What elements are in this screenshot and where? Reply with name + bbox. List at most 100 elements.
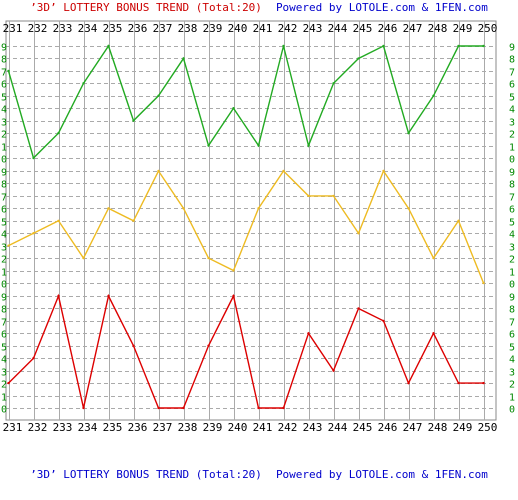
x-tick-label-bottom: 246: [378, 421, 398, 434]
series-2-point: [157, 169, 160, 173]
x-tick-label-bottom: 236: [128, 421, 148, 434]
series-3-point: [332, 369, 335, 372]
x-tick-label-top: 242: [278, 22, 298, 35]
tick-label-layer: 0 01 12 23 34 45 56 67 78 89 90 01 12 23 34 45 56 67 78 89 9…: [1, 22, 515, 434]
y-tick-label-right: 5: [509, 343, 515, 354]
x-tick-label-bottom: 231: [3, 421, 23, 434]
x-tick-label-top: 239: [203, 22, 223, 35]
series-3-point: [382, 319, 385, 323]
x-tick-label-top: 248: [428, 22, 448, 35]
y-tick-label-right: 1: [509, 143, 515, 154]
series-3-point: [357, 307, 360, 310]
series-1-point: [307, 144, 310, 147]
chart-title-top: ’3D’ LOTTERY BONUS TREND (Total:20) Power…: [30, 1, 488, 14]
series-3-point: [457, 381, 460, 385]
y-tick-label-right: 3: [509, 118, 515, 129]
y-tick-label-left: 1: [1, 143, 7, 154]
x-tick-label-bottom: 238: [178, 421, 198, 434]
y-tick-label-right: 7: [509, 318, 515, 329]
series-1-point: [182, 57, 185, 60]
y-tick-label-left: 2: [1, 380, 7, 391]
series-line-1: [7, 44, 484, 160]
y-tick-label-left: 3: [1, 118, 7, 129]
y-tick-label-right: 8: [509, 180, 515, 191]
x-tick-label-top: 250: [478, 22, 498, 35]
y-tick-label-right: 6: [509, 80, 515, 91]
y-tick-label-left: 0: [1, 155, 7, 166]
y-tick-label-right: 2: [509, 130, 515, 141]
series-2-point: [282, 169, 285, 173]
y-tick-label-right: 4: [509, 230, 515, 241]
y-tick-label-right: 0: [509, 405, 515, 416]
series-3-point: [182, 406, 185, 410]
x-tick-label-bottom: 243: [303, 421, 323, 434]
x-tick-label-bottom: 240: [228, 421, 248, 434]
series-2-point: [332, 194, 335, 198]
y-tick-label-left: 6: [1, 205, 7, 216]
y-tick-label-left: 4: [1, 230, 7, 241]
y-tick-label-left: 9: [1, 43, 7, 54]
x-tick-label-top: 237: [153, 22, 173, 35]
series-3-point: [57, 294, 60, 298]
x-tick-label-bottom: 232: [28, 421, 48, 434]
y-tick-label-right: 8: [509, 305, 515, 316]
series-1-point: [282, 44, 285, 48]
y-tick-label-left: 5: [1, 93, 7, 104]
y-tick-label-right: 6: [509, 205, 515, 216]
series-1-point: [407, 131, 410, 135]
y-tick-label-left: 0: [1, 280, 7, 291]
series-3-point: [282, 406, 285, 410]
grid-layer: [5, 20, 497, 421]
y-tick-label-left: 4: [1, 355, 7, 366]
x-tick-label-top: 235: [103, 22, 123, 35]
x-tick-label-bottom: 249: [453, 421, 473, 434]
series-1-point: [7, 69, 10, 73]
series-3-point: [32, 357, 35, 360]
y-tick-label-right: 1: [509, 268, 515, 279]
x-tick-label-bottom: 247: [403, 421, 423, 434]
series-3-point: [207, 344, 210, 347]
series-1-point: [107, 44, 110, 48]
series-1-point: [457, 44, 460, 48]
series-1-point: [132, 119, 135, 122]
y-tick-label-right: 9: [509, 43, 515, 54]
x-tick-label-bottom: 234: [78, 421, 98, 434]
y-tick-label-right: 6: [509, 330, 515, 341]
x-tick-label-bottom: 242: [278, 421, 298, 434]
series-2-point: [107, 207, 110, 210]
series-2-point: [7, 244, 10, 247]
x-tick-label-top: 240: [228, 22, 248, 35]
x-tick-label-bottom: 233: [53, 421, 73, 434]
y-tick-label-left: 9: [1, 293, 7, 304]
series-2-point: [457, 219, 460, 222]
chart-title-bottom-part2: Powered by LOTOLE.com & 1FEN.com: [276, 468, 488, 481]
series-2-point: [307, 194, 310, 198]
y-tick-label-right: 0: [509, 280, 515, 291]
series-3-point: [307, 332, 310, 335]
series-1-point: [57, 131, 60, 135]
y-tick-label-right: 3: [509, 243, 515, 254]
x-tick-label-top: 232: [28, 22, 48, 35]
chart-title-bottom: ’3D’ LOTTERY BONUS TREND (Total:20) Power…: [30, 468, 488, 481]
x-tick-label-bottom: 235: [103, 421, 123, 434]
chart-title-bottom-part1: ’3D’ LOTTERY BONUS TREND (Total:20): [30, 468, 262, 481]
y-tick-label-right: 4: [509, 355, 515, 366]
y-tick-label-left: 8: [1, 305, 7, 316]
y-tick-label-left: 1: [1, 393, 7, 404]
y-tick-label-right: 2: [509, 255, 515, 266]
series-line-3: [8, 293, 484, 409]
series-3-point: [107, 294, 110, 298]
y-tick-label-right: 8: [509, 55, 515, 66]
series-1-point: [382, 44, 385, 48]
y-tick-label-right: 1: [509, 393, 515, 404]
y-tick-label-left: 8: [1, 55, 7, 66]
y-tick-label-left: 0: [1, 405, 7, 416]
y-tick-label-left: 5: [1, 343, 7, 354]
y-tick-label-left: 7: [1, 68, 7, 79]
x-tick-label-top: 244: [328, 22, 348, 35]
x-tick-label-top: 249: [453, 22, 473, 35]
series-3-point: [232, 294, 235, 298]
y-tick-label-left: 6: [1, 80, 7, 91]
y-tick-label-left: 9: [1, 168, 7, 179]
x-tick-label-top: 231: [3, 22, 23, 35]
